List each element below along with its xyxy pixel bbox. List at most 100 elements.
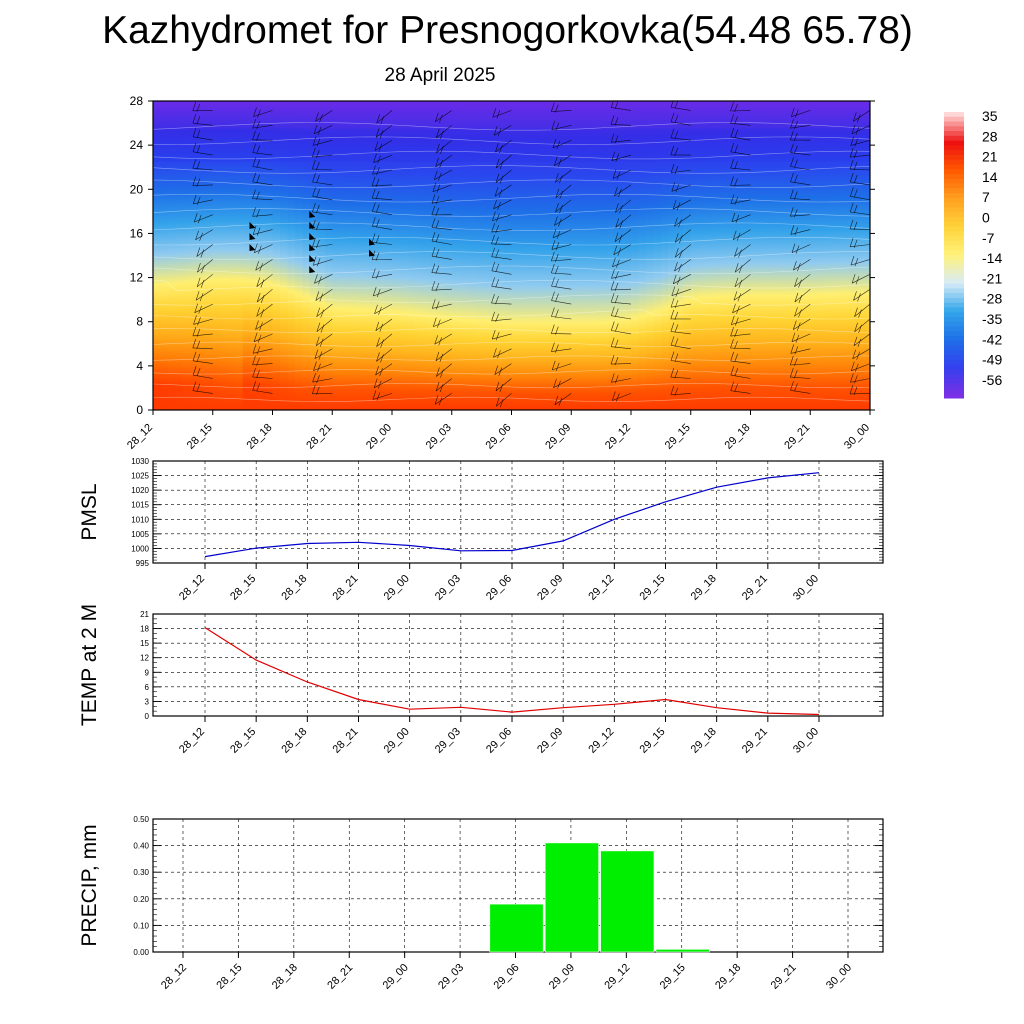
colorbar-swatch: [944, 264, 964, 270]
colorbar-swatch: [944, 159, 964, 165]
temp-x-tick: 29_06: [484, 726, 514, 756]
temp-y-tick: 6: [145, 683, 150, 692]
temp-x-tick: 29_09: [535, 726, 565, 756]
colorbar-swatch: [944, 302, 964, 308]
pmsl-x-tick: 29_03: [433, 573, 463, 603]
heatmap-x-tick: 28_18: [245, 422, 275, 452]
cross-section-panel: 0 4 8 12 16 20 24 28 28_12 28_15 28_18 28_21 29_00 29…: [125, 94, 875, 452]
precip-y-tick: 0.10: [133, 921, 149, 930]
pmsl-x-tick: 29_15: [638, 573, 668, 603]
precip-x-tick: 28_12: [159, 962, 189, 992]
colorbar-swatch: [944, 374, 964, 380]
temp-y-tick: 12: [140, 654, 149, 663]
colorbar-swatch: [944, 316, 964, 323]
precip-panel: 0.00 0.10 0.20 0.30 0.40 0.50 28_12 28_15 28_18 2…: [78, 815, 884, 992]
colorbar-swatch: [944, 145, 964, 151]
heatmap-x-tick: 29_12: [603, 422, 633, 452]
pmsl-x-tick: 29_21: [740, 573, 770, 603]
colorbar-swatch: [944, 135, 964, 142]
colorbar-swatch: [944, 307, 964, 313]
heatmap-y-tick: 8: [136, 315, 143, 329]
chart-subtitle: 28 April 2025: [384, 65, 496, 86]
colorbar-swatch: [944, 259, 964, 266]
colorbar-label: 35: [982, 108, 998, 124]
colorbar-swatch: [944, 336, 964, 342]
colorbar-swatch: [944, 255, 964, 261]
precip-y-tick: 0.30: [133, 868, 149, 877]
heatmap-x-tick: 28_15: [185, 422, 215, 452]
pmsl-x-tick: 28_21: [331, 573, 361, 603]
pmsl-ylabel: PMSL: [78, 483, 101, 540]
pmsl-x-tick: 28_15: [228, 573, 258, 603]
precip-x-tick: 30_00: [824, 962, 854, 992]
colorbar-swatch: [944, 245, 964, 251]
colorbar-swatch: [944, 393, 964, 399]
colorbar-label: 21: [982, 149, 998, 165]
temp-y-tick: 18: [140, 625, 149, 634]
colorbar-swatch: [944, 350, 964, 356]
precip-x-tick: 29_09: [547, 962, 577, 992]
colorbar-swatch: [944, 183, 964, 189]
temp-y-tick: 21: [140, 610, 149, 619]
colorbar-swatch: [944, 207, 964, 213]
colorbar-label: 0: [982, 210, 990, 226]
precip-x-tick: 29_21: [769, 962, 799, 992]
colorbar-swatch: [944, 388, 964, 394]
pmsl-x-tick: 29_00: [382, 573, 412, 603]
pmsl-x-tick: 30_00: [791, 573, 821, 603]
pmsl-y-tick: 1030: [131, 457, 149, 466]
colorbar-label: -14: [982, 250, 1002, 266]
colorbar-swatch: [944, 140, 964, 146]
colorbar-label: -49: [982, 352, 1002, 368]
colorbar-swatch: [944, 369, 964, 375]
colorbar-swatch: [944, 226, 964, 232]
colorbar-swatch: [944, 297, 964, 304]
colorbar-swatch: [944, 121, 964, 127]
temp-y-tick: 9: [145, 668, 150, 677]
heatmap-y-tick: 28: [130, 94, 144, 108]
colorbar-swatch: [944, 340, 964, 347]
pmsl-y-tick: 1005: [131, 530, 149, 539]
heatmap-x-tick: 29_18: [723, 422, 753, 452]
heatmap-x-tick: 29_06: [484, 422, 514, 452]
colorbar-swatch: [944, 250, 964, 256]
wind-barbs: [153, 101, 870, 408]
heatmap-x-tick: 28_12: [125, 422, 155, 452]
heatmap-x-tick: 29_21: [782, 422, 812, 452]
temp-x-tick: 29_18: [689, 726, 719, 756]
colorbar-swatch: [944, 126, 964, 132]
colorbar-swatch: [944, 283, 964, 289]
colorbar-swatch: [944, 131, 964, 137]
pmsl-x-tick: 28_12: [177, 573, 207, 603]
heatmap-y-tick: 24: [130, 138, 144, 152]
precip-bar: [544, 842, 599, 953]
heatmap-x-tick: 30_00: [842, 422, 872, 452]
colorbar-swatch: [944, 164, 964, 170]
heatmap-x-tick: 29_15: [663, 422, 693, 452]
colorbar-swatch: [944, 355, 964, 361]
heatmap-x-tick: 29_00: [364, 422, 394, 452]
pmsl-y-tick: 1010: [131, 515, 149, 524]
precip-bar: [489, 903, 544, 953]
colorbar-swatch: [944, 202, 964, 208]
temp-y-tick: 0: [145, 712, 150, 721]
colorbar-label: 28: [982, 128, 998, 144]
colorbar-swatch: [944, 169, 964, 175]
colorbar-swatch: [944, 221, 964, 227]
colorbar-swatch: [944, 178, 964, 184]
heatmap-y-tick: 4: [136, 359, 143, 373]
precip-y-tick: 0.00: [133, 948, 149, 957]
colorbar-swatch: [944, 173, 964, 180]
colorbar: 35 28 21 14 7 0 -7 -14 -21 -28 -35 -42 -49 -56: [944, 108, 1002, 399]
temp-x-tick: 29_12: [586, 726, 616, 756]
precip-x-tick: 29_06: [492, 962, 522, 992]
colorbar-swatch: [944, 212, 964, 218]
colorbar-swatch: [944, 383, 964, 389]
colorbar-swatch: [944, 312, 964, 318]
temp-line: [204, 627, 820, 716]
precip-x-tick: 29_15: [658, 962, 688, 992]
pmsl-x-tick: 28_18: [279, 573, 309, 603]
colorbar-swatch: [944, 274, 964, 280]
temp-y-tick: 3: [145, 697, 150, 706]
